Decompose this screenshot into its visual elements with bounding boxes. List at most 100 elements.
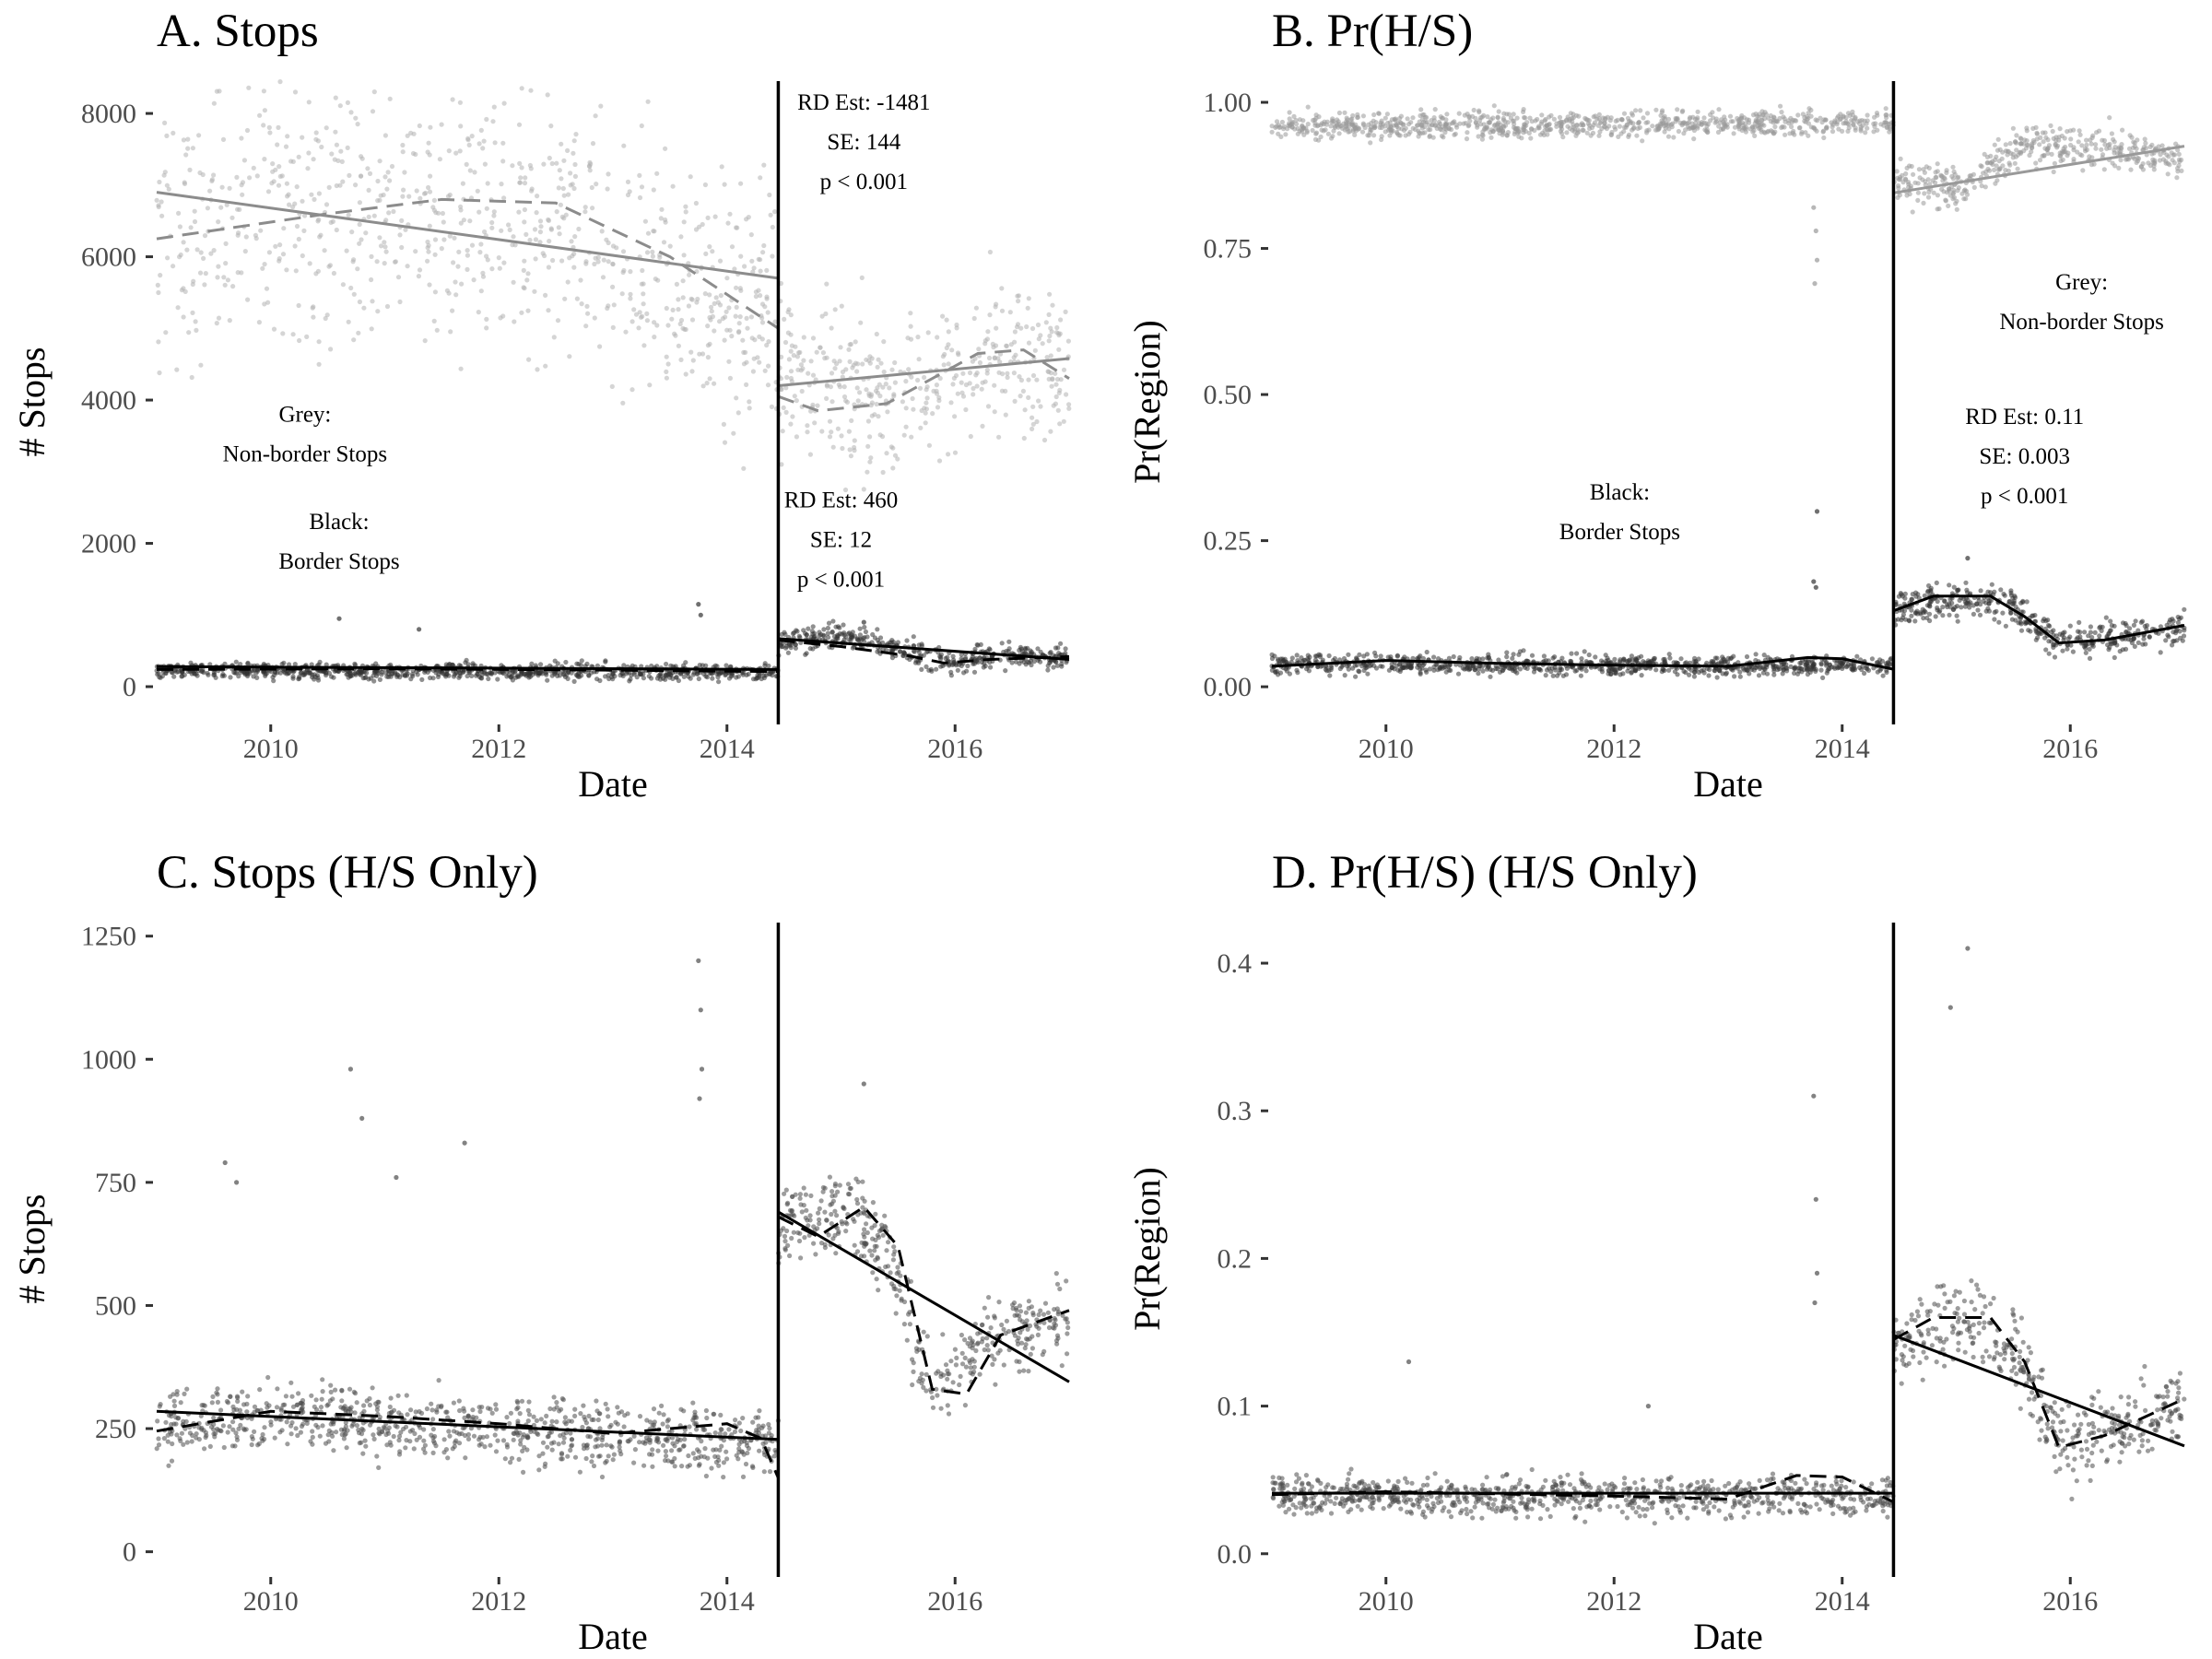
x-tick-label: 2016 <box>927 734 982 764</box>
data-point <box>1573 112 1579 118</box>
data-point <box>1872 114 1877 120</box>
data-point <box>346 212 351 218</box>
data-point <box>940 313 946 319</box>
data-point <box>221 275 227 280</box>
panel-title: B. Pr(H/S) <box>1272 6 1473 57</box>
data-point <box>1335 117 1340 123</box>
data-point <box>722 337 727 343</box>
data-point <box>1327 673 1333 678</box>
data-point <box>1045 667 1051 673</box>
data-point <box>810 335 817 341</box>
data-point <box>1388 124 1394 129</box>
data-point <box>1706 673 1712 678</box>
data-point <box>821 627 827 632</box>
data-point <box>377 677 382 683</box>
data-point <box>924 395 930 401</box>
data-point <box>2165 171 2171 177</box>
data-point <box>986 355 993 361</box>
data-point <box>1410 115 1416 121</box>
data-point <box>1776 665 1782 670</box>
data-point <box>744 315 749 321</box>
data-point <box>1782 124 1787 130</box>
data-point <box>949 662 956 668</box>
data-point <box>750 269 756 275</box>
data-point <box>174 367 180 372</box>
data-point <box>562 674 569 680</box>
data-point <box>644 318 651 324</box>
data-point <box>644 250 651 255</box>
data-point <box>761 242 767 249</box>
data-point <box>360 668 366 675</box>
data-point <box>963 406 969 413</box>
data-point <box>322 248 327 253</box>
data-point <box>712 328 717 334</box>
data-point <box>478 676 484 681</box>
data-point <box>2088 624 2093 629</box>
data-point <box>694 300 700 305</box>
data-point <box>1882 120 1888 125</box>
data-point <box>631 671 637 677</box>
data-point <box>1021 435 1027 441</box>
data-point <box>545 677 550 683</box>
data-point <box>1823 117 1829 123</box>
data-point <box>501 195 507 201</box>
data-point <box>333 129 338 135</box>
data-point <box>994 325 999 331</box>
data-point <box>202 233 208 239</box>
data-point <box>1922 170 1927 175</box>
data-point <box>865 418 872 424</box>
data-point <box>469 673 475 679</box>
data-point <box>884 451 889 456</box>
data-point <box>1994 147 2001 153</box>
data-point <box>681 663 687 668</box>
data-point <box>1766 128 1771 134</box>
data-point <box>1053 394 1059 400</box>
data-point <box>522 219 527 225</box>
data-point <box>2170 158 2175 163</box>
data-point <box>2062 135 2067 141</box>
data-point <box>2076 139 2081 145</box>
data-point <box>561 193 567 198</box>
data-point <box>157 179 162 185</box>
data-point <box>841 394 848 400</box>
data-point <box>1368 140 1373 146</box>
data-point <box>610 262 616 267</box>
data-point <box>571 138 577 144</box>
data-point <box>239 135 244 141</box>
data-point <box>2120 127 2125 133</box>
data-point <box>1915 197 1921 203</box>
data-point <box>1558 128 1563 134</box>
data-point <box>750 369 757 374</box>
data-point <box>1007 310 1013 315</box>
data-point <box>639 281 644 287</box>
data-point <box>1810 662 1816 667</box>
data-point <box>973 305 979 311</box>
data-point <box>256 320 262 325</box>
data-point <box>1617 659 1622 665</box>
data-point <box>916 642 922 648</box>
data-point <box>847 359 853 364</box>
y-tick-label: 2000 <box>81 529 136 559</box>
data-point <box>284 181 289 186</box>
data-point <box>1501 665 1507 671</box>
data-point <box>543 670 548 677</box>
data-point <box>383 249 389 254</box>
data-point <box>707 376 712 382</box>
data-point <box>783 409 789 415</box>
data-point <box>1323 127 1328 133</box>
data-point <box>829 429 834 435</box>
data-point <box>676 297 681 302</box>
data-point <box>1620 671 1626 677</box>
data-point <box>181 240 186 245</box>
data-point <box>515 674 521 679</box>
data-point <box>418 195 423 201</box>
data-point <box>1650 124 1655 129</box>
data-point <box>1378 653 1383 659</box>
data-point <box>404 669 409 675</box>
data-point <box>254 173 260 179</box>
data-point <box>524 231 529 237</box>
data-point <box>945 654 950 660</box>
data-point <box>546 265 552 270</box>
data-point <box>305 166 311 171</box>
data-point <box>516 122 523 127</box>
